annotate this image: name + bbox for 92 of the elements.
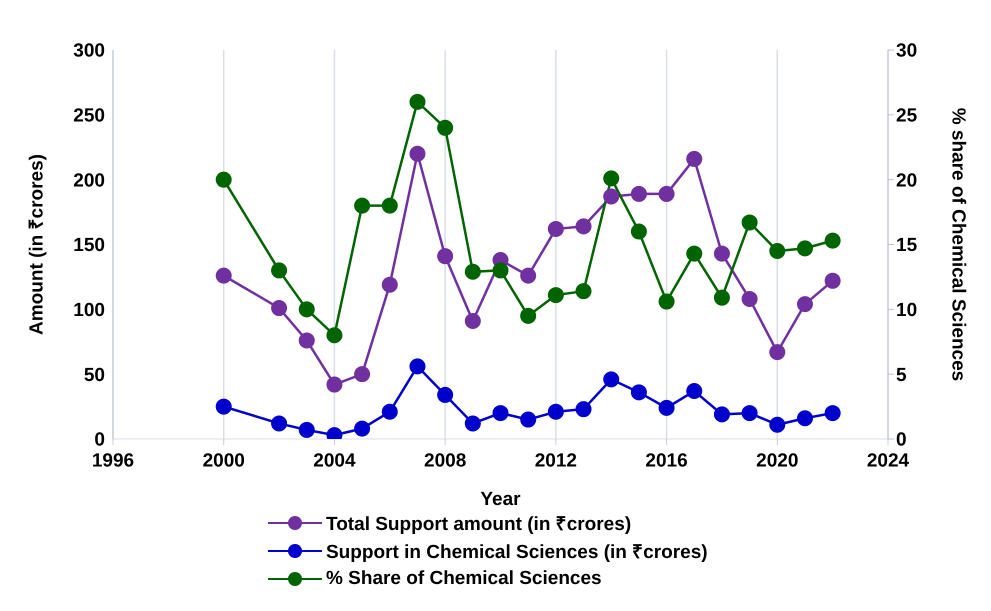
x-tick-label: 1996	[92, 450, 134, 472]
point	[492, 405, 508, 422]
legend-label: % Share of Chemical Sciences	[326, 568, 602, 590]
point	[603, 371, 620, 388]
point	[658, 294, 675, 310]
point	[409, 146, 426, 162]
point	[824, 232, 841, 249]
point	[382, 198, 398, 214]
point	[714, 290, 730, 306]
point	[298, 422, 315, 438]
point	[354, 198, 370, 214]
point	[686, 383, 702, 400]
point	[437, 120, 454, 136]
y-axis-title: Amount (in ₹crores)	[26, 154, 48, 335]
point	[298, 301, 315, 318]
point	[658, 186, 675, 202]
point	[630, 224, 647, 240]
point	[796, 240, 813, 256]
point	[520, 268, 536, 284]
y-tick-label: 100	[73, 300, 105, 322]
point	[271, 415, 288, 432]
point	[742, 214, 758, 230]
y-tick-label: 250	[73, 106, 105, 127]
point	[548, 220, 564, 237]
point	[630, 384, 647, 400]
point	[216, 398, 232, 415]
y2-tick-label: 5	[896, 364, 907, 386]
legend-label: Total Support amount (in ₹crores)	[326, 513, 632, 536]
point	[464, 415, 481, 432]
point	[409, 94, 426, 110]
point	[271, 300, 288, 316]
point	[354, 420, 370, 437]
point	[382, 404, 398, 420]
point	[742, 405, 758, 422]
point	[576, 401, 592, 418]
point	[437, 386, 454, 403]
point	[714, 246, 730, 262]
y2-tick-label: 30	[896, 40, 918, 62]
y-tick-label: 50	[84, 364, 105, 386]
legend-label: Support in Chemical Sciences (in ₹crores)	[326, 541, 708, 564]
point	[326, 376, 342, 393]
point	[796, 296, 813, 312]
point	[686, 150, 702, 167]
point	[603, 188, 620, 205]
point	[796, 410, 813, 426]
y2-tick-label: 10	[896, 300, 918, 322]
point	[271, 262, 288, 278]
y2-tick-label: 0	[896, 430, 907, 451]
point	[658, 400, 675, 416]
y2-tick-label: 20	[896, 170, 918, 192]
y-tick-label: 300	[73, 40, 105, 62]
y2-tick-label: 25	[896, 106, 918, 127]
x-tick-label: 2008	[424, 450, 466, 472]
point	[216, 268, 232, 284]
point	[630, 186, 647, 202]
y2-tick-label: 15	[896, 235, 918, 256]
y2-axis-title: % share of Chemical Sciences	[947, 108, 968, 382]
point	[437, 248, 454, 264]
point	[769, 344, 786, 360]
point	[603, 170, 620, 186]
x-tick-label: 2024	[866, 450, 910, 472]
y-tick-label: 0	[94, 430, 105, 451]
y-tick-label: 200	[73, 170, 105, 192]
point	[824, 272, 841, 289]
point	[354, 366, 370, 382]
point	[742, 290, 758, 307]
x-tick-label: 2000	[202, 450, 245, 472]
point	[824, 405, 841, 422]
x-tick-label: 2020	[756, 450, 798, 472]
point	[492, 262, 508, 278]
x-tick-label: 2016	[645, 450, 688, 472]
x-tick-label: 2012	[534, 450, 577, 472]
point	[520, 308, 536, 324]
x-tick-label: 2004	[313, 450, 356, 472]
point	[409, 358, 426, 374]
point	[548, 404, 564, 420]
point	[769, 416, 786, 433]
point	[769, 242, 786, 259]
point	[216, 172, 232, 188]
y-tick-label: 150	[73, 235, 105, 256]
point	[548, 287, 564, 304]
point	[464, 264, 481, 280]
point	[464, 313, 481, 330]
point	[298, 332, 315, 348]
point	[520, 412, 536, 428]
point	[686, 246, 702, 262]
point	[326, 327, 342, 344]
x-axis-title: Year	[480, 489, 522, 510]
point	[714, 406, 730, 422]
point	[576, 283, 592, 300]
point	[576, 218, 592, 234]
point	[382, 276, 398, 293]
